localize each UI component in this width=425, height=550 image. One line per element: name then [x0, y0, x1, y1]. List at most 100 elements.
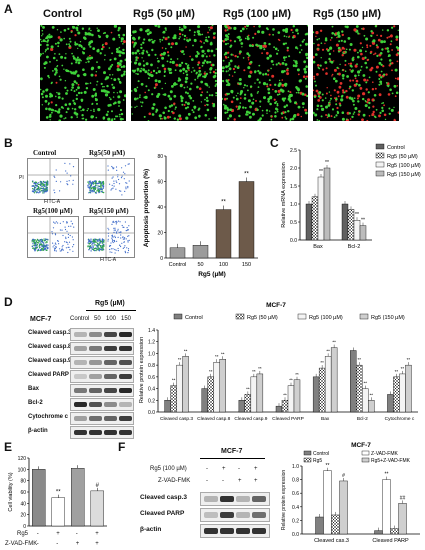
e-ytick-label: 0 [23, 524, 26, 530]
event-dot [33, 241, 35, 243]
f-sign: - [206, 466, 208, 472]
live-cell [187, 112, 191, 116]
live-cell [45, 49, 47, 51]
f-sign: + [238, 478, 242, 484]
live-cell [222, 66, 225, 70]
apoptotic-cell [279, 39, 281, 42]
event-dot [115, 221, 117, 223]
live-cell [283, 35, 286, 37]
apoptotic-cell [178, 117, 182, 121]
event-dot [60, 250, 63, 252]
apoptotic-cell [189, 55, 191, 58]
apoptotic-cell [338, 85, 342, 89]
live-cell [173, 94, 177, 98]
live-cell [76, 29, 79, 32]
event-dot [46, 247, 49, 250]
d-legend-swatch [297, 313, 307, 320]
apoptotic-cell [50, 101, 53, 104]
live-cell [78, 105, 82, 109]
event-dot [125, 238, 127, 240]
event-dot [113, 231, 115, 233]
live-cell [41, 35, 43, 37]
live-cell [397, 29, 399, 31]
event-dot [55, 180, 57, 182]
event-dot [54, 247, 57, 249]
f-sign: + [222, 466, 226, 472]
event-dot [54, 233, 56, 235]
live-cell [283, 56, 286, 59]
live-cell [111, 83, 114, 86]
live-cell [84, 33, 87, 36]
event-dot [67, 236, 69, 238]
live-cell [328, 91, 331, 93]
event-dot [43, 181, 45, 183]
live-cell [299, 44, 302, 47]
event-dot [112, 248, 114, 250]
live-cell [188, 94, 191, 98]
e-sign: - [56, 541, 59, 547]
apoptotic-cell [357, 94, 361, 98]
live-cell [315, 84, 317, 87]
panel-a-title-control: Control [43, 8, 83, 20]
apoptotic-cell [154, 83, 158, 87]
live-cell [111, 74, 114, 76]
live-cell [252, 112, 255, 116]
live-cell [295, 92, 298, 94]
live-cell [382, 102, 385, 104]
live-cell [206, 103, 209, 106]
live-cell [105, 34, 109, 38]
live-cell [68, 102, 72, 106]
event-dot [123, 226, 125, 228]
event-dot [115, 180, 117, 182]
live-cell [115, 115, 117, 118]
live-cell [395, 91, 399, 95]
wb-d-band [74, 430, 87, 435]
live-cell [195, 71, 198, 74]
bar-c [305, 203, 313, 241]
event-dot [61, 248, 63, 250]
event-dot [109, 248, 111, 251]
live-cell [320, 115, 323, 118]
apoptotic-cell [313, 75, 316, 78]
live-cell [89, 45, 92, 48]
event-dot [96, 240, 99, 242]
live-cell [259, 105, 261, 108]
live-cell [343, 40, 347, 43]
live-cell [56, 29, 59, 31]
live-cell [42, 26, 45, 29]
live-cell [134, 69, 137, 72]
live-cell [68, 45, 72, 48]
live-cell [85, 82, 88, 85]
event-dot [112, 168, 114, 170]
apoptotic-cell [349, 118, 352, 120]
live-cell [49, 61, 51, 63]
live-cell [48, 35, 52, 39]
apoptotic-cell [343, 51, 346, 54]
event-dot [33, 182, 35, 185]
event-dot [107, 240, 109, 242]
event-dot [107, 169, 109, 171]
live-cell [63, 29, 67, 32]
live-cell [313, 95, 317, 99]
live-cell [316, 104, 320, 108]
bar-f [323, 470, 332, 535]
live-cell [138, 62, 142, 66]
event-dot [70, 220, 72, 222]
live-cell [325, 105, 328, 109]
live-cell [209, 71, 212, 74]
live-cell [200, 101, 203, 103]
apoptotic-cell [239, 97, 242, 99]
bar-d [387, 394, 394, 413]
event-dot [94, 191, 97, 194]
live-cell [233, 26, 237, 30]
event-dot [59, 222, 61, 224]
live-cell [148, 38, 151, 42]
live-cell [208, 86, 210, 88]
live-cell [165, 29, 167, 31]
live-cell [324, 61, 328, 64]
live-cell [167, 67, 170, 70]
event-dot [111, 188, 113, 190]
bar-c [317, 176, 325, 241]
event-dot [45, 185, 47, 187]
event-dot [89, 189, 91, 191]
